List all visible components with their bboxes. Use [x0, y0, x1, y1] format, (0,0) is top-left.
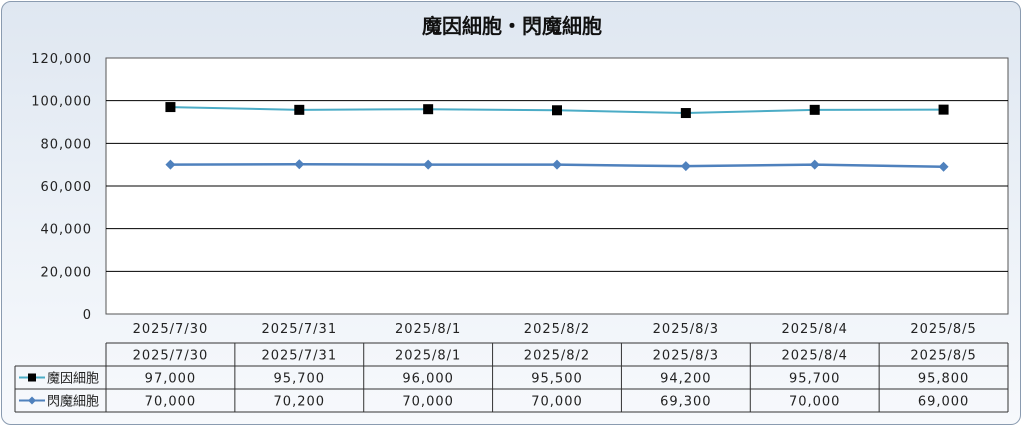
table-header-cell: 2025/8/3	[653, 349, 719, 364]
legend-key-marker	[28, 396, 36, 405]
y-tick-label: 100,000	[31, 95, 92, 110]
table-header-cell: 2025/8/5	[910, 349, 976, 364]
x-tick-label: 2025/7/31	[261, 322, 337, 337]
series-1-point	[938, 104, 949, 115]
table-value-cell: 70,000	[531, 395, 583, 410]
series-2-point	[809, 159, 820, 170]
legend-series-name: 閃魔細胞	[47, 395, 99, 410]
series-1-point	[680, 108, 691, 119]
legend-series-name: 魔因細胞	[47, 372, 99, 387]
series-1-point	[552, 105, 562, 116]
x-tick-label: 2025/8/5	[910, 322, 976, 337]
y-tick-label: 40,000	[41, 223, 93, 238]
table-header-cell: 2025/8/2	[524, 349, 590, 364]
x-tick-label: 2025/7/30	[133, 322, 209, 337]
series-1-point	[294, 104, 305, 115]
table-value-cell: 97,000	[145, 372, 197, 387]
table-value-cell: 70,000	[789, 395, 841, 410]
series-2-point	[423, 159, 434, 170]
table-header-cell: 2025/7/30	[133, 349, 209, 364]
table-header-cell: 2025/7/31	[261, 349, 337, 364]
y-tick-label: 80,000	[41, 137, 93, 152]
table-value-cell: 70,200	[274, 395, 326, 410]
table-value-cell: 70,000	[145, 395, 197, 410]
table-value-cell: 95,800	[918, 372, 970, 387]
table-value-cell: 96,000	[402, 372, 454, 387]
y-tick-label: 0	[83, 308, 92, 323]
y-tick-label: 120,000	[31, 52, 92, 67]
table-value-cell: 69,000	[918, 395, 970, 410]
series-1-point	[423, 104, 434, 115]
table-header-cell: 2025/8/1	[395, 349, 461, 364]
table-value-cell: 95,700	[274, 372, 326, 387]
series-2-point	[165, 159, 176, 170]
series-2-point	[680, 161, 691, 172]
table-value-cell: 95,500	[531, 372, 583, 387]
x-tick-label: 2025/8/3	[653, 322, 719, 337]
x-tick-label: 2025/8/1	[395, 322, 461, 337]
chart-title: 魔因細胞・閃魔細胞	[422, 14, 602, 38]
x-tick-label: 2025/8/2	[524, 322, 590, 337]
table-value-cell: 94,200	[660, 372, 712, 387]
table-value-cell: 95,700	[789, 372, 841, 387]
series-1-point	[809, 104, 820, 115]
table-value-cell: 70,000	[402, 395, 454, 410]
table-value-cell: 69,300	[660, 395, 712, 410]
series-2-point	[938, 161, 949, 172]
y-tick-label: 20,000	[41, 265, 93, 280]
x-tick-label: 2025/8/4	[782, 322, 848, 337]
series-2-point	[294, 159, 305, 170]
legend-key-marker	[28, 373, 36, 382]
y-tick-label: 60,000	[41, 180, 93, 195]
series-2-point	[552, 159, 562, 170]
series-1-point	[165, 102, 176, 113]
table-header-cell: 2025/8/4	[782, 349, 848, 364]
